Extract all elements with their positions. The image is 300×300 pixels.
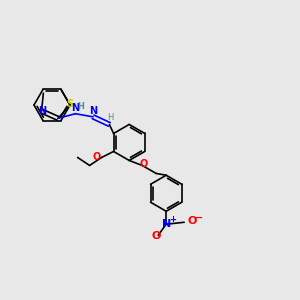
Text: O: O (139, 160, 147, 170)
Text: N: N (162, 219, 171, 229)
Text: N: N (71, 103, 80, 113)
Text: N: N (89, 106, 97, 116)
Text: H: H (107, 113, 114, 122)
Text: H: H (77, 102, 84, 111)
Text: N: N (38, 106, 46, 116)
Text: S: S (66, 99, 74, 109)
Text: +: + (169, 215, 176, 224)
Text: O: O (92, 152, 101, 163)
Text: O: O (152, 231, 161, 241)
Text: −: − (194, 213, 203, 223)
Text: O: O (187, 216, 196, 226)
